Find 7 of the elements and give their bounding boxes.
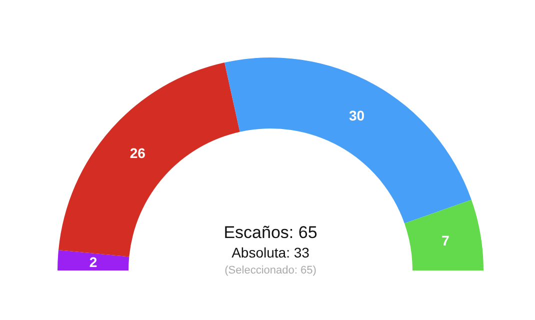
data-label: 2 [89,254,98,270]
text: Absoluta: 33 [232,244,310,260]
data-label: 30 [348,107,365,124]
text: Escaños: 65 [224,223,318,242]
data-label: 7 [442,232,450,249]
data-label: 26 [130,144,146,161]
text: (Seleccionado: 65) [224,264,316,276]
